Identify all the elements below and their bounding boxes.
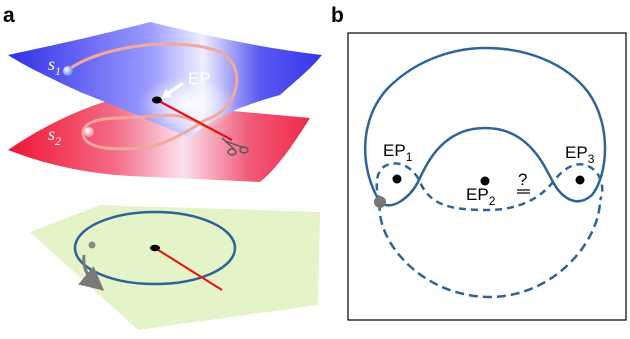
inner-dashed-path [375, 162, 604, 212]
ep2-label: EP2 [466, 185, 496, 208]
ep1-label: EP1 [383, 141, 413, 164]
question-mark: ? [518, 170, 527, 189]
base-ep-dot [150, 244, 160, 252]
panel-a: a EP s1 [3, 4, 322, 330]
base-plane [30, 205, 320, 330]
upper-state-ball [63, 66, 73, 76]
base-direction-arrow [78, 254, 105, 291]
surface-label-s1: s1 [48, 54, 61, 78]
scissors-icon [221, 137, 249, 156]
upper-surface-glow [110, 60, 250, 140]
start-point [374, 196, 386, 208]
base-start-point [88, 241, 96, 249]
lower-loop [81, 114, 206, 151]
ep3-label: EP3 [565, 143, 595, 166]
panel-a-label: a [3, 4, 15, 27]
surface-label-s2: s2 [48, 124, 61, 148]
base-cut-line [154, 247, 223, 291]
panel-b-label: b [331, 4, 344, 27]
ep-pointer-head [161, 89, 172, 99]
panel-b: b EP1 EP2 EP3 ? [331, 4, 627, 321]
base-loop [73, 210, 237, 286]
upper-loop [64, 42, 239, 122]
surface-ep-dot [152, 96, 162, 104]
ep2-dot [480, 176, 490, 186]
outer-dashed-loop [378, 199, 602, 299]
ep1-dot [392, 174, 402, 184]
panel-b-frame [347, 32, 627, 321]
surface-cut-line [156, 99, 233, 141]
lower-state-ball [84, 127, 94, 137]
ep3-dot [575, 175, 585, 185]
ep-label-a: EP [188, 69, 211, 88]
